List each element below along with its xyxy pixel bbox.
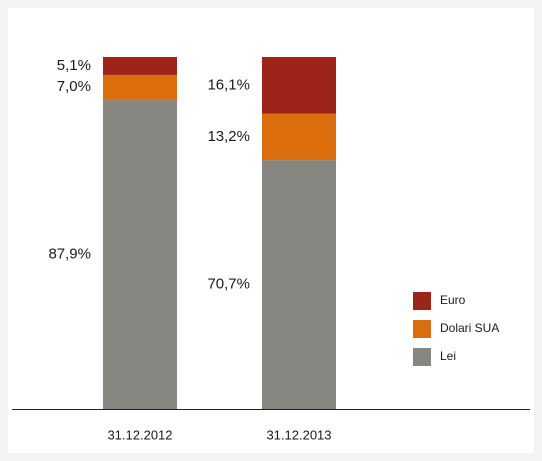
x-tick-label: 31.12.2012 bbox=[107, 427, 172, 442]
legend-swatch bbox=[413, 348, 431, 366]
bar-segment bbox=[262, 113, 336, 161]
bar-segment bbox=[262, 57, 336, 114]
legend-label: Euro bbox=[440, 293, 466, 307]
value-label: 7,0% bbox=[57, 78, 91, 95]
x-tick-label: 31.12.2013 bbox=[266, 427, 331, 442]
value-label: 16,1% bbox=[207, 76, 250, 93]
legend-swatch bbox=[413, 320, 431, 338]
bar-segment bbox=[103, 57, 177, 75]
value-label: 13,2% bbox=[207, 128, 250, 145]
value-label: 5,1% bbox=[57, 57, 91, 74]
legend-swatch bbox=[413, 292, 431, 310]
legend-label: Dolari SUA bbox=[440, 321, 499, 335]
bar-segment bbox=[103, 74, 177, 100]
value-label: 70,7% bbox=[207, 276, 250, 293]
legend-label: Lei bbox=[440, 349, 456, 363]
bar-segment bbox=[262, 160, 336, 409]
bar-segment bbox=[103, 99, 177, 409]
value-label: 87,9% bbox=[48, 245, 91, 262]
